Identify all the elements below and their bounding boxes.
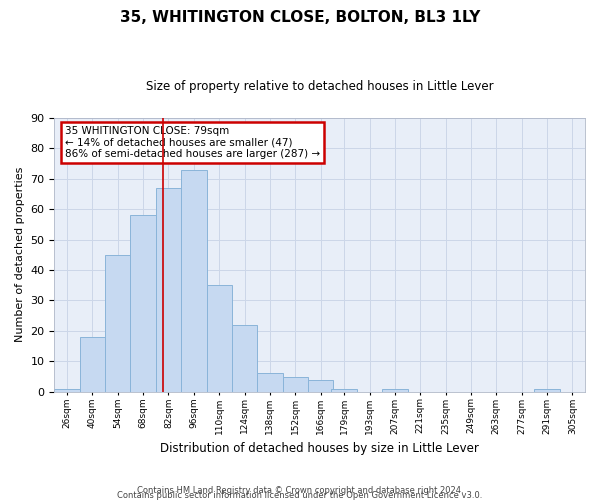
Y-axis label: Number of detached properties: Number of detached properties xyxy=(15,167,25,342)
Bar xyxy=(105,255,130,392)
Bar xyxy=(283,376,308,392)
X-axis label: Distribution of detached houses by size in Little Lever: Distribution of detached houses by size … xyxy=(160,442,479,455)
Bar xyxy=(232,325,257,392)
Text: Contains public sector information licensed under the Open Government Licence v3: Contains public sector information licen… xyxy=(118,491,482,500)
Title: Size of property relative to detached houses in Little Lever: Size of property relative to detached ho… xyxy=(146,80,494,93)
Bar xyxy=(55,388,80,392)
Text: Contains HM Land Registry data © Crown copyright and database right 2024.: Contains HM Land Registry data © Crown c… xyxy=(137,486,463,495)
Bar xyxy=(80,337,105,392)
Bar xyxy=(534,388,560,392)
Bar xyxy=(331,388,357,392)
Bar xyxy=(156,188,181,392)
Bar xyxy=(130,215,156,392)
Bar xyxy=(382,388,407,392)
Bar xyxy=(308,380,333,392)
Bar xyxy=(181,170,206,392)
Bar xyxy=(257,374,283,392)
Bar xyxy=(206,285,232,392)
Text: 35 WHITINGTON CLOSE: 79sqm
← 14% of detached houses are smaller (47)
86% of semi: 35 WHITINGTON CLOSE: 79sqm ← 14% of deta… xyxy=(65,126,320,159)
Text: 35, WHITINGTON CLOSE, BOLTON, BL3 1LY: 35, WHITINGTON CLOSE, BOLTON, BL3 1LY xyxy=(120,10,480,25)
